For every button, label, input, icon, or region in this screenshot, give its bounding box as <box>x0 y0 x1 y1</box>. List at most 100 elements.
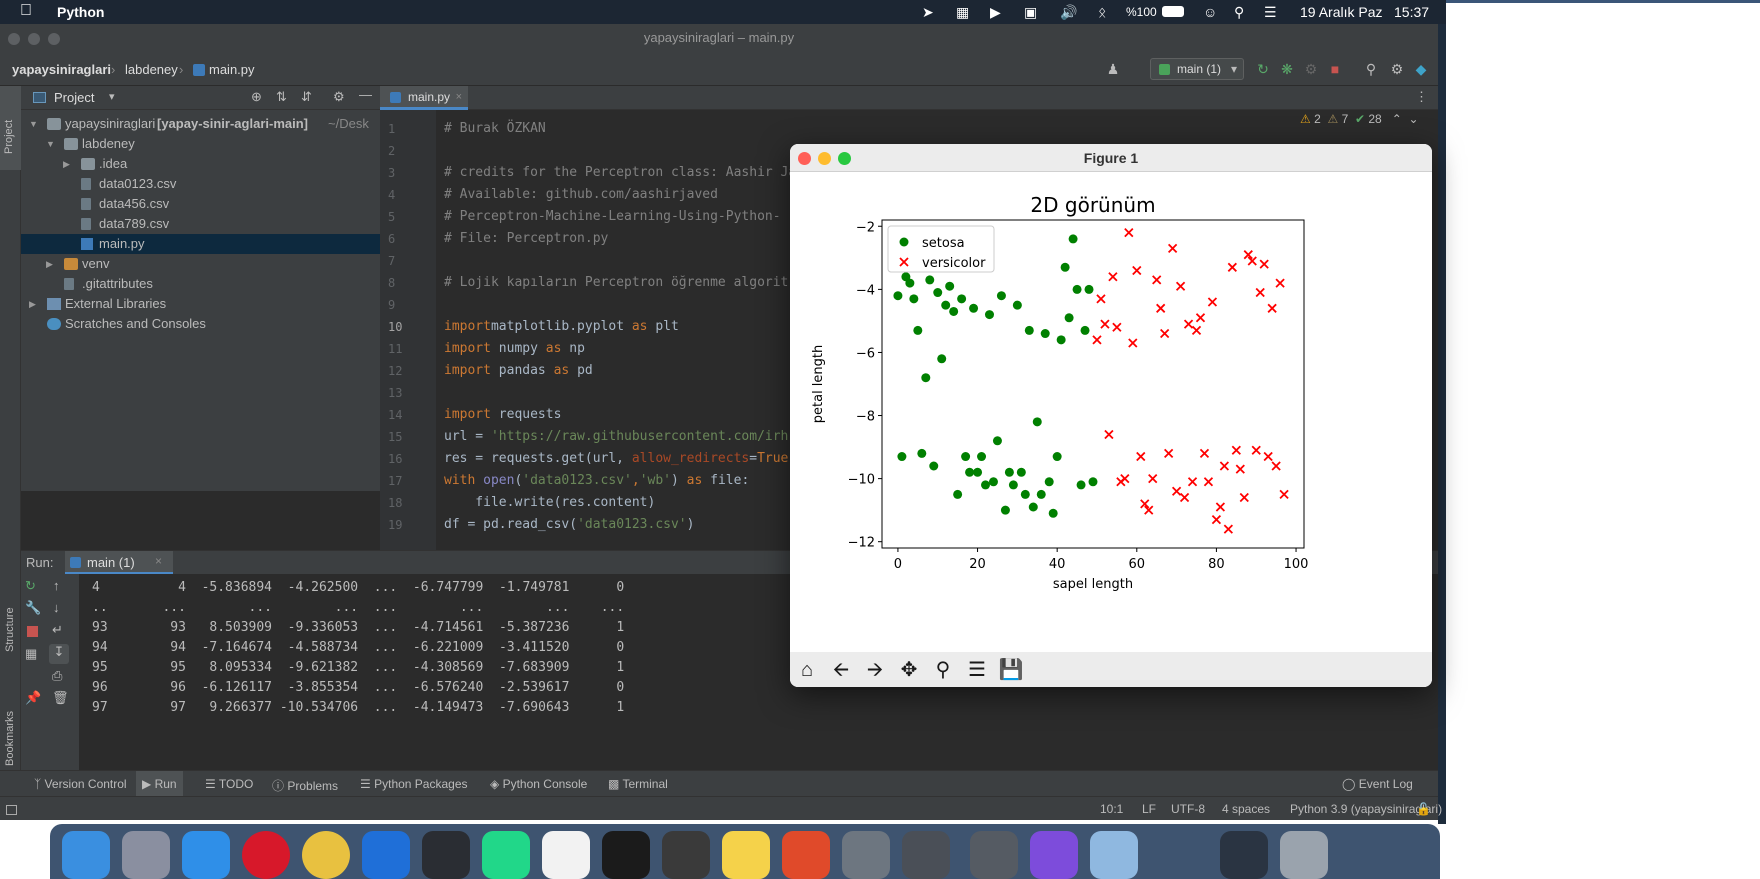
zoom-button[interactable] <box>48 33 60 45</box>
coverage-icon[interactable]: ⚙ <box>1304 61 1318 77</box>
python-interpreter[interactable]: Python 3.9 (yapaysiniraglari) <box>1290 802 1443 816</box>
trash-icon[interactable]: 🗑 <box>52 690 69 705</box>
tree-item-external-libraries[interactable]: ▶ External Libraries <box>21 294 380 314</box>
code-line[interactable]: # File: Perceptron.py <box>444 228 608 250</box>
run-configuration-select[interactable]: main (1) ▾ <box>1150 58 1244 80</box>
forward-icon[interactable]: 🡪 <box>866 659 884 681</box>
location-icon[interactable]: ➤ <box>922 4 934 20</box>
safari-icon[interactable] <box>182 831 230 879</box>
code-line[interactable]: # Available: github.com/aashirjaved <box>444 184 718 206</box>
calculator-icon[interactable] <box>970 831 1018 879</box>
play-icon[interactable]: ▶ <box>990 4 1001 20</box>
chevron-up-icon[interactable]: ⌃ <box>1391 112 1402 126</box>
scroll-up-icon[interactable]: ↑ <box>53 578 60 593</box>
tree-item-data0123-csv[interactable]: data0123.csv <box>21 174 380 194</box>
screenshot-icon[interactable] <box>902 831 950 879</box>
unity-icon[interactable] <box>602 831 650 879</box>
display-icon[interactable]: ▣ <box>1024 4 1038 20</box>
instruments-icon[interactable] <box>782 831 830 879</box>
event-log-button[interactable]: ◯ Event Log <box>1342 777 1413 791</box>
panel-settings-icon[interactable]: ⚙ <box>333 89 345 104</box>
tool-windows-icon[interactable] <box>6 805 17 815</box>
expand-all-icon[interactable]: ⇅ <box>276 89 287 104</box>
tab-todo[interactable]: ☰ TODO <box>205 777 253 791</box>
figure-zoom-button[interactable] <box>838 152 851 165</box>
tree-item-labdeney[interactable]: ▼ labdeney <box>21 134 380 154</box>
finder-icon[interactable] <box>62 831 110 879</box>
chevron-down-icon[interactable]: ⌄ <box>1408 112 1419 126</box>
code-line[interactable]: # credits for the Perceptron class: Aash… <box>444 162 796 184</box>
scroll-to-end-icon[interactable]: ↧ <box>49 644 69 664</box>
tree-item-data789-csv[interactable]: data789.csv <box>21 214 380 234</box>
tree-item-main-py[interactable]: main.py <box>21 234 380 254</box>
code-line[interactable]: importmatplotlib.pyplot as plt <box>444 316 679 338</box>
tree-item--gitattributes[interactable]: .gitattributes <box>21 274 380 294</box>
app-menu-name[interactable]: Python <box>57 4 105 20</box>
toolbox-icon[interactable]: ◆ <box>1415 61 1427 77</box>
preview-icon[interactable] <box>1090 831 1138 879</box>
minimized-window-icon[interactable] <box>1220 831 1268 879</box>
scroll-down-icon[interactable]: ↓ <box>53 600 60 615</box>
cursor-position[interactable]: 10:1 <box>1100 802 1124 816</box>
zoom-icon[interactable]: ⚲ <box>935 659 951 681</box>
code-line[interactable]: import numpy as np <box>444 338 585 360</box>
stop-icon[interactable]: ■ <box>1330 61 1340 77</box>
sublime-text-icon[interactable] <box>662 831 710 879</box>
close-tab-icon[interactable]: × <box>155 554 163 568</box>
window-layout-icon[interactable]: ▦ <box>956 4 970 20</box>
run-tab-main[interactable]: main (1) × <box>65 551 173 575</box>
code-line[interactable]: res = requests.get(url, allow_redirects=… <box>444 448 796 470</box>
breadcrumb-project[interactable]: yapaysiniraglari <box>12 62 111 77</box>
code-line[interactable]: file.write(res.content) <box>444 492 655 514</box>
wrench-icon[interactable]: 🔧 <box>25 600 42 615</box>
print-icon[interactable]: ⎙ <box>52 668 63 683</box>
github-desktop-icon[interactable] <box>1030 831 1078 879</box>
vcs-user-icon[interactable]: ♟ <box>1106 61 1120 77</box>
bluetooth-icon[interactable]: ᛟ <box>1098 4 1107 20</box>
search-everywhere-icon[interactable]: ⚲ <box>1365 61 1377 77</box>
inspection-widget[interactable]: ⚠ 2 ⚠ 7 ✔ 28 ⌃ ⌄ <box>1300 112 1419 126</box>
battery-icon[interactable] <box>1162 6 1184 17</box>
breadcrumb-folder[interactable]: labdeney <box>125 62 178 77</box>
menubar-date[interactable]: 19 Aralık Paz <box>1300 4 1383 20</box>
code-line[interactable]: url = 'https://raw.githubusercontent.com… <box>444 426 788 448</box>
more-options-icon[interactable]: ⋮ <box>1415 89 1428 104</box>
chevron-right-icon[interactable]: ▶ <box>46 259 53 269</box>
user-icon[interactable]: ☺ <box>1203 4 1218 20</box>
locate-icon[interactable]: ⊕ <box>251 89 262 104</box>
chevron-down-icon[interactable]: ▼ <box>29 119 38 129</box>
launchpad-icon[interactable] <box>122 831 170 879</box>
project-stripe-button[interactable]: Project <box>0 86 21 170</box>
figure-close-button[interactable] <box>798 152 811 165</box>
system-preferences-icon[interactable] <box>842 831 890 879</box>
collapse-all-icon[interactable]: ⇵ <box>301 89 312 104</box>
code-line[interactable]: # Perceptron-Machine-Learning-Using-Pyth… <box>444 206 781 228</box>
code-line[interactable]: with open('data0123.csv','wb') as file: <box>444 470 749 492</box>
control-center-icon[interactable]: ☰ <box>1264 4 1277 20</box>
home-icon[interactable]: ⌂ <box>800 659 814 681</box>
close-tab-icon[interactable]: × <box>455 91 462 103</box>
xcode-icon[interactable] <box>362 831 410 879</box>
trash-icon[interactable] <box>1280 831 1328 879</box>
lock-icon[interactable]: 🔓 <box>1416 802 1431 816</box>
layout-icon[interactable]: ▦ <box>25 646 38 661</box>
minimize-button[interactable] <box>28 33 40 45</box>
tab-python-console[interactable]: ◈ Python Console <box>490 777 587 791</box>
stop-icon[interactable] <box>27 626 38 637</box>
code-line[interactable]: # Lojik kapıların Perceptron öğrenme alg… <box>444 272 788 294</box>
tree-item-yapaysiniraglari[interactable]: ▼ yapaysiniraglari [yapay-sinir-aglari-mai… <box>21 114 380 134</box>
breadcrumb-file[interactable]: main.py <box>209 62 255 77</box>
code-line[interactable]: # Burak ÖZKAN <box>444 118 546 140</box>
python-launcher-icon[interactable] <box>1150 831 1198 879</box>
tab-version-control[interactable]: ᛉ Version Control <box>34 777 127 791</box>
chevron-right-icon[interactable]: ▶ <box>29 299 36 309</box>
indent-setting[interactable]: 4 spaces <box>1222 802 1271 816</box>
debug-icon[interactable]: ❋ <box>1281 61 1293 77</box>
volume-icon[interactable]: 🔊 <box>1060 4 1078 20</box>
pin-icon[interactable]: 📌 <box>25 690 42 705</box>
notes-icon[interactable] <box>722 831 770 879</box>
chevron-right-icon[interactable]: ▶ <box>63 159 70 169</box>
file-encoding[interactable]: UTF-8 <box>1171 802 1205 816</box>
chevron-down-icon[interactable]: ▾ <box>109 91 115 103</box>
tree-item-scratches-and-consoles[interactable]: Scratches and Consoles <box>21 314 380 334</box>
